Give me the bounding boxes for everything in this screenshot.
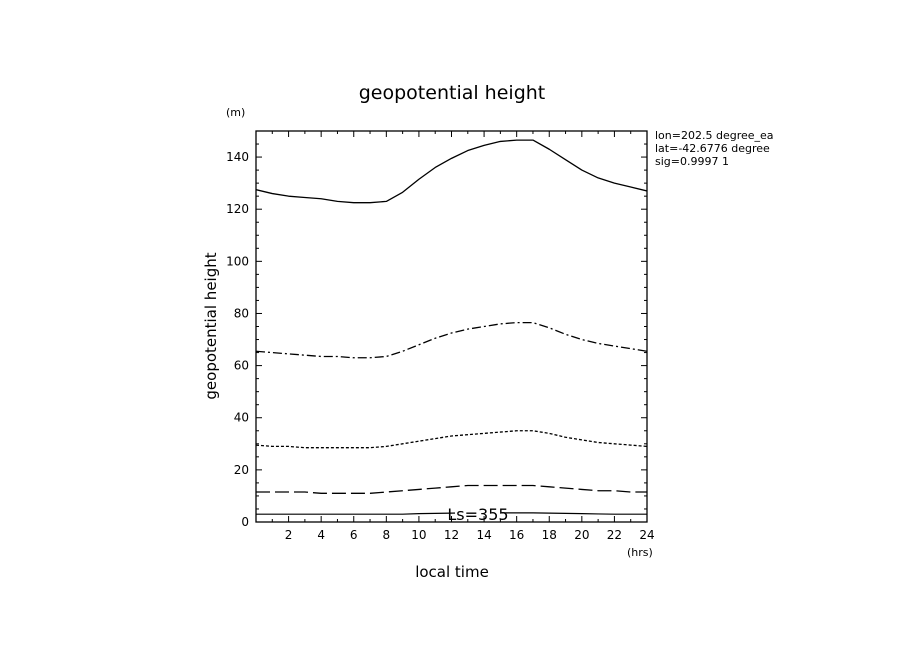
y-unit-label: (m) xyxy=(226,106,245,119)
series-line-5 xyxy=(256,512,647,515)
info-line: lon=202.5 degree_ea xyxy=(655,129,774,142)
x-tick-label: 2 xyxy=(285,528,293,542)
ls-annotation-group: Ls=355 xyxy=(447,505,509,524)
series-line-1 xyxy=(256,139,647,204)
y-tick-label: 100 xyxy=(226,254,249,268)
series-line-2 xyxy=(256,321,647,359)
x-tick-label: 16 xyxy=(509,528,524,542)
chart-title: geopotential height xyxy=(359,82,546,104)
x-tick-label: 22 xyxy=(607,528,622,542)
x-tick-label: 10 xyxy=(411,528,426,542)
y-tick-label: 140 xyxy=(226,150,249,164)
x-tick-label: 24 xyxy=(639,528,654,542)
y-axis-label: geopotential height xyxy=(202,252,220,399)
series-line-4 xyxy=(256,484,647,494)
info-line: lat=-42.6776 degree xyxy=(655,142,770,155)
plot-frame xyxy=(255,130,648,523)
x-tick-label: 6 xyxy=(350,528,358,542)
y-tick-label: 60 xyxy=(234,359,249,373)
y-tick-label: 20 xyxy=(234,463,249,477)
y-tick-label: 80 xyxy=(234,306,249,320)
ls-annotation: Ls=355 xyxy=(447,505,508,524)
x-tick-label: 20 xyxy=(574,528,589,542)
series-group xyxy=(256,139,647,515)
x-tick-label: 4 xyxy=(317,528,325,542)
x-tick-label: 8 xyxy=(383,528,391,542)
series-line-3 xyxy=(256,430,647,449)
x-unit-label: (hrs) xyxy=(627,546,653,559)
x-tick-label: 18 xyxy=(542,528,557,542)
x-tick-label: 14 xyxy=(476,528,491,542)
x-tick-label: 12 xyxy=(444,528,459,542)
y-tick-label: 0 xyxy=(241,515,249,529)
ls-annotation-background xyxy=(455,505,501,521)
y-tick-label: 40 xyxy=(234,411,249,425)
x-axis-label: local time xyxy=(415,563,489,581)
y-tick-label: 120 xyxy=(226,202,249,216)
info-line: sig=0.9997 1 xyxy=(655,155,729,168)
